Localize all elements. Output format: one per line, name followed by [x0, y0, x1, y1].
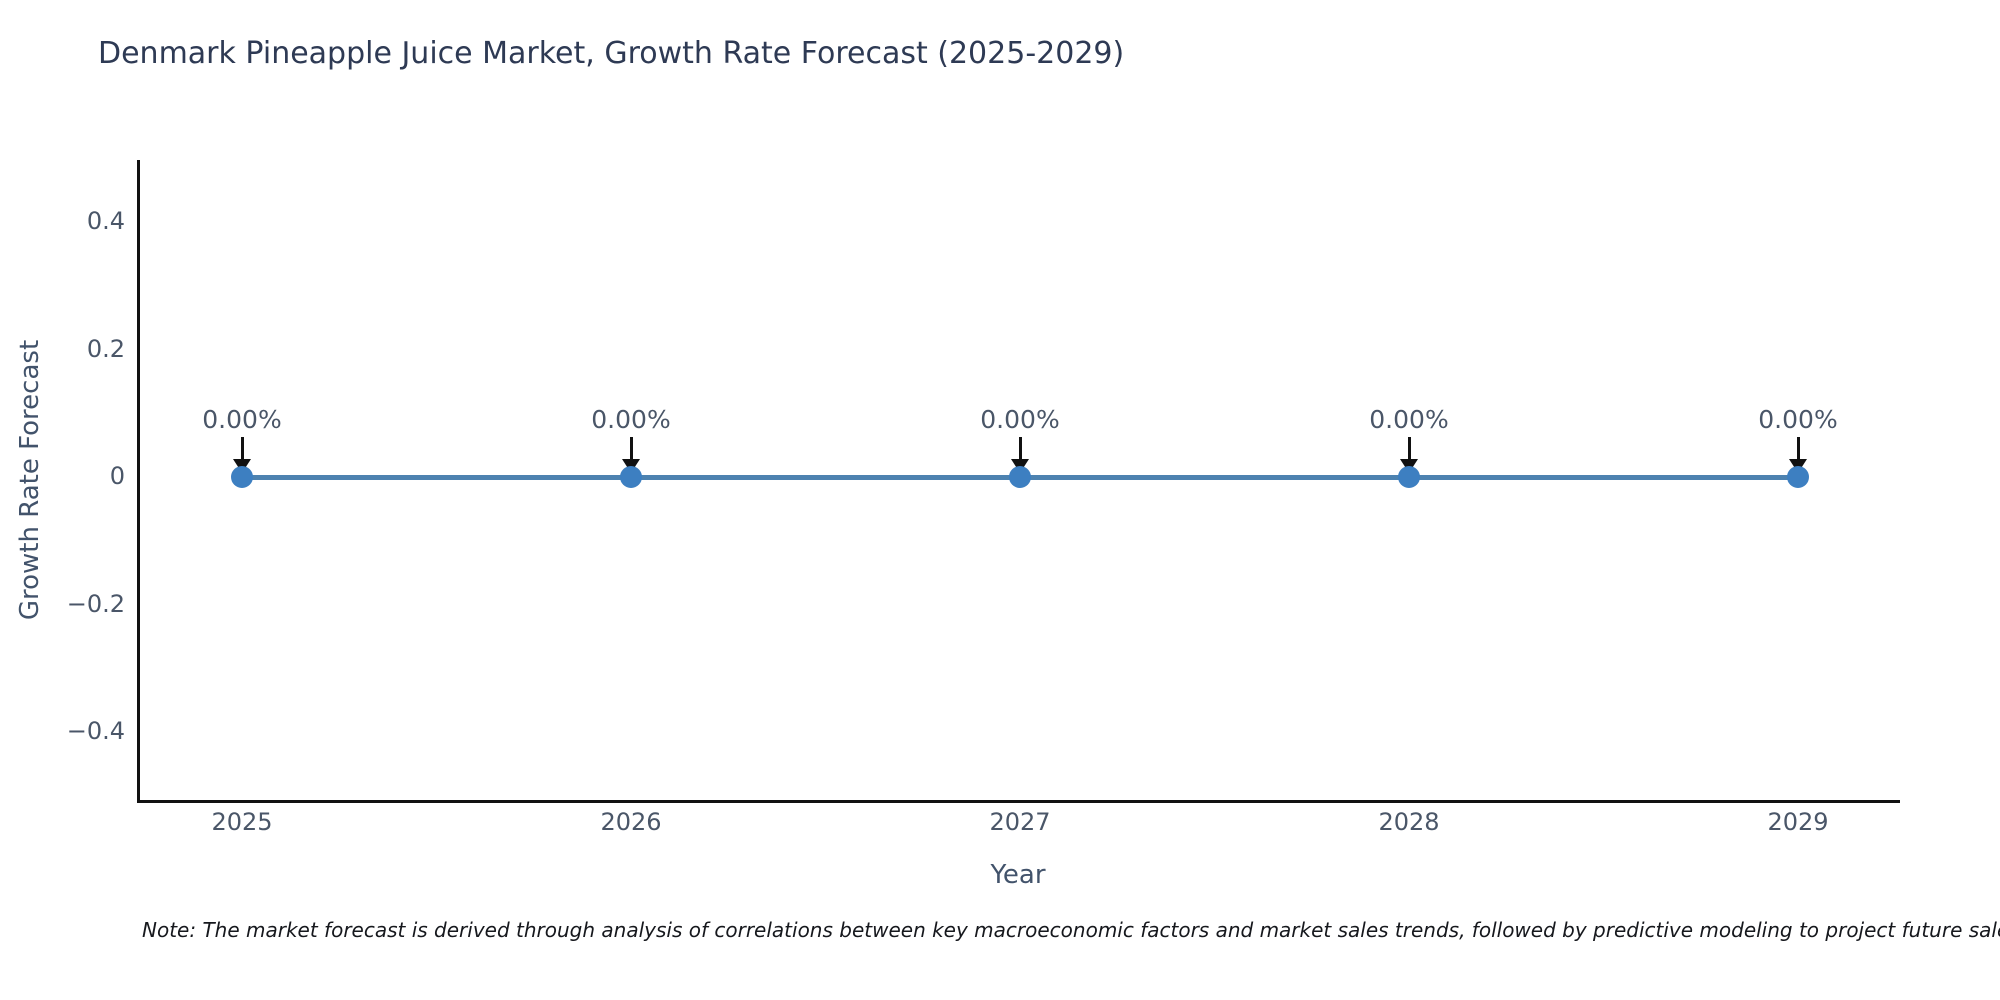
chart-title: Denmark Pineapple Juice Market, Growth R… — [98, 36, 1125, 71]
y-tick-label: 0.4 — [86, 207, 125, 235]
point-value-label: 0.00% — [202, 405, 282, 434]
y-tick-label: 0.2 — [86, 334, 125, 363]
x-axis-title: Year — [990, 860, 1046, 890]
point-value-label: 0.00% — [980, 405, 1060, 434]
x-tick-label: 2029 — [1767, 808, 1829, 836]
y-tick-label: 0 — [109, 462, 125, 490]
annotation-arrow-shaft — [1018, 437, 1022, 461]
data-point-marker — [231, 466, 253, 488]
footnote: Note: The market forecast is derived thr… — [142, 918, 2000, 942]
data-point-marker — [1787, 466, 1809, 488]
y-axis-spine — [137, 160, 140, 803]
x-tick-label: 2027 — [989, 808, 1051, 836]
point-value-label: 0.00% — [1758, 405, 1838, 434]
data-point-marker — [1009, 466, 1031, 488]
data-point-marker — [1398, 466, 1420, 488]
annotation-arrow-shaft — [1796, 437, 1800, 461]
point-value-label: 0.00% — [591, 405, 671, 434]
annotation-arrow-shaft — [629, 437, 633, 461]
y-tick-label: −0.4 — [66, 717, 125, 745]
x-tick-label: 2025 — [211, 808, 273, 836]
x-tick-label: 2026 — [600, 808, 662, 836]
data-point-marker — [620, 466, 642, 488]
x-tick-label: 2028 — [1378, 808, 1440, 836]
y-tick-label: −0.2 — [66, 589, 125, 618]
x-axis-spine — [137, 800, 1900, 803]
annotation-arrow-shaft — [240, 437, 244, 461]
annotation-arrow-shaft — [1407, 437, 1411, 461]
point-value-label: 0.00% — [1369, 405, 1449, 434]
